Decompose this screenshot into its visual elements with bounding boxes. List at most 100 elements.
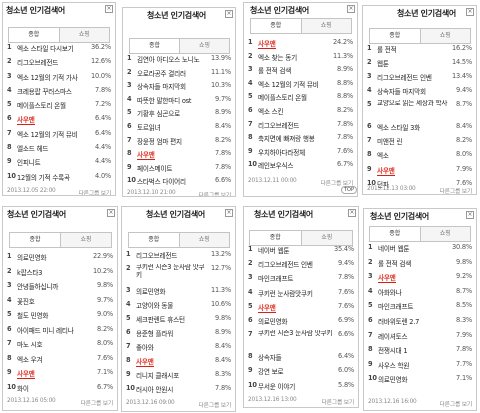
list-item[interactable]: 8 엑소 8.0% — [367, 150, 472, 164]
list-item[interactable]: 9 사우스 학원 7.7% — [368, 360, 472, 375]
keyword-link[interactable]: 엑소 스타일 3화 — [377, 124, 420, 133]
keyword-link[interactable]: 토르읽녀 — [137, 123, 161, 132]
list-item[interactable]: 10 레인보우식스 6.7% — [248, 160, 353, 174]
other-group-link[interactable]: 다른그룹 보기 — [439, 189, 473, 195]
list-item[interactable]: 2 리그오브레전드 인벤 9.4% — [248, 259, 354, 273]
keyword-link[interactable]: 미앤전 린 — [377, 138, 403, 147]
close-icon[interactable]: × — [348, 209, 356, 217]
list-item[interactable]: 5 사우맨 7.6% — [248, 302, 354, 316]
close-icon[interactable]: × — [347, 5, 355, 13]
keyword-link[interactable]: 롤 전적 검색 — [258, 67, 292, 76]
keyword-link[interactable]: 강연 보로 — [258, 368, 284, 377]
list-item[interactable]: 5 기황후 심곤으로 8.9% — [127, 108, 231, 122]
list-item[interactable]: 1 리그오브레전드 13.2% — [126, 250, 231, 264]
list-item[interactable]: 10 화이 6.7% — [7, 383, 113, 398]
other-group-link[interactable]: 다른그룹 보기 — [80, 401, 114, 407]
list-item[interactable]: 9 리니지 클래시포 8.3% — [126, 370, 231, 384]
list-item[interactable]: 2 웹툰 14.5% — [367, 58, 472, 72]
other-group-link[interactable]: 다른그룹 보기 — [78, 191, 112, 196]
list-item[interactable]: 4 쿠키런 눈사람맛쿠키 7.6% — [248, 288, 354, 302]
keyword-link[interactable]: 엑소 찾는 동기 — [258, 53, 297, 62]
list-item[interactable]: 1 김연아 아디오스 노니노 13.9% — [127, 54, 231, 68]
highlighted-keyword-link[interactable]: 사우맨 — [377, 166, 395, 176]
keyword-link[interactable]: 좋아와 — [136, 343, 154, 352]
keyword-link[interactable]: 사우스 학원 — [378, 361, 410, 370]
keyword-link[interactable]: 던파 — [377, 180, 389, 189]
keyword-link[interactable]: 메이플스토리 온월 — [258, 94, 307, 103]
keyword-link[interactable]: 쿠키런 시즌3 눈사람 맛쿠키 — [136, 264, 205, 279]
list-item[interactable]: 1 롤 전적 16.2% — [367, 44, 472, 58]
list-item[interactable]: 3 엑소 12월의 기적 가사 10.0% — [7, 72, 111, 86]
keyword-link[interactable]: 웹툰 — [377, 60, 389, 69]
list-item[interactable]: 4 상속자들 마지막회 9.4% — [367, 86, 472, 100]
keyword-link[interactable]: 의료민영화 — [17, 254, 47, 262]
list-item[interactable]: 8 사우맨 8.4% — [126, 356, 231, 370]
keyword-link[interactable]: 마노 시호 — [17, 341, 43, 349]
keyword-link[interactable]: 스타벅스 다이어리 — [137, 178, 186, 187]
keyword-link[interactable]: 용준형 플라워 — [136, 329, 174, 338]
keyword-link[interactable]: 기황후 심곤으로 — [137, 110, 180, 119]
list-item[interactable]: 10 스타벅스 다이어리 6.6% — [127, 176, 231, 190]
list-item[interactable]: 5 메이플스토리 온월 8.8% — [248, 92, 353, 106]
list-item[interactable]: 10 무서운 이야기 5.8% — [248, 381, 354, 395]
list-item[interactable]: 5 마인크래프트 8.5% — [368, 301, 472, 316]
list-item[interactable]: 1 사우맨 24.2% — [248, 38, 353, 52]
list-item[interactable]: 2 오로라공주 결리러 11.1% — [127, 68, 231, 82]
list-item[interactable]: 9 우치하아다라정체 7.6% — [248, 147, 353, 161]
tab-overall[interactable]: 종합 — [10, 233, 61, 247]
list-item[interactable]: 3 마인크래프트 7.8% — [248, 273, 354, 287]
list-item[interactable]: 10 의료민영화 7.1% — [368, 374, 472, 389]
list-item[interactable]: 3 안녕들하십니까 9.8% — [7, 281, 113, 296]
list-item[interactable]: 7 리그오브레전드 7.8% — [248, 120, 353, 134]
keyword-link[interactable]: 페이스메이트 — [137, 164, 173, 173]
keyword-link[interactable]: 무서운 이야기 — [258, 382, 296, 391]
list-item[interactable]: 7 레이셔토스 7.9% — [368, 331, 472, 346]
tab-shopping[interactable]: 쇼핑 — [420, 227, 470, 241]
highlighted-keyword-link[interactable]: 사우맨 — [258, 40, 276, 49]
list-item[interactable]: 9 강연 보로 6.0% — [248, 366, 354, 380]
list-item[interactable]: 3 의료민영화 11.3% — [126, 286, 231, 300]
keyword-link[interactable]: 엘소드 헤드 — [17, 145, 49, 154]
highlighted-keyword-link[interactable]: 사우맨 — [378, 274, 396, 284]
other-group-link[interactable]: 다른그룹 보기 — [198, 193, 232, 197]
list-item[interactable]: 7 쿠키런 시즌3 눈사람 맛쿠키 6.6% — [248, 330, 354, 352]
list-item[interactable]: 3 롤 전적 검색 8.9% — [248, 65, 353, 79]
list-item[interactable]: 4 고양이와 동물 10.6% — [126, 300, 231, 314]
keyword-link[interactable]: 메이플스토리 온월 — [17, 102, 66, 111]
list-item[interactable]: 10 러시아 안원시 7.8% — [126, 384, 231, 398]
keyword-link[interactable]: 12월의 기적 수록곡 — [17, 173, 70, 182]
list-item[interactable]: 5 메이플스토리 온월 7.2% — [7, 100, 111, 114]
list-item[interactable]: 9 인피니트 4.4% — [7, 157, 111, 171]
keyword-link[interactable]: k팝스타3 — [17, 268, 43, 277]
keyword-link[interactable]: 의료민영화 — [258, 317, 288, 326]
tab-shopping[interactable]: 쇼핑 — [301, 19, 351, 33]
list-item[interactable]: 8 축지면에 빠져랑 행봉 7.8% — [248, 133, 353, 147]
keyword-link[interactable]: 의료민영화 — [378, 376, 408, 385]
keyword-link[interactable]: 러바위토렌 2.7 — [378, 317, 420, 326]
list-item[interactable]: 7 엑소 12월의 기적 뮤비 6.4% — [7, 129, 111, 143]
keyword-link[interactable]: 엑소 우겨 — [17, 355, 43, 364]
tab-shopping[interactable]: 쇼핑 — [61, 233, 111, 247]
keyword-link[interactable]: 네이버 웹툰 — [258, 247, 290, 255]
list-item[interactable]: 6 사우맨 6.4% — [7, 114, 111, 128]
keyword-link[interactable]: 상속자들 마지막회 — [137, 83, 186, 92]
list-item[interactable]: 2 엑소 찾는 동기 11.3% — [248, 52, 353, 66]
other-group-link[interactable]: 다른그룹 보기 — [321, 400, 355, 406]
highlighted-keyword-link[interactable]: 사우맨 — [137, 151, 155, 161]
keyword-link[interactable]: 우치하아다라정체 — [258, 148, 305, 157]
keyword-link[interactable]: 교양으로 읽는 세상과 학사 — [377, 100, 448, 108]
keyword-link[interactable]: 오로라공주 결리러 — [137, 69, 186, 78]
list-item[interactable]: 8 상속자들 6.4% — [248, 352, 354, 366]
list-item[interactable]: 5 세크판렌트 휴스턴 9.8% — [126, 314, 231, 328]
tab-overall[interactable]: 종합 — [9, 28, 60, 42]
other-group-link[interactable]: 다른그룹 보기 — [320, 181, 354, 187]
list-item[interactable]: 2 k팝스타3 10.2% — [7, 267, 113, 282]
list-item[interactable]: 4 엑소 12월의 기적 뮤비 8.8% — [248, 79, 353, 93]
keyword-link[interactable]: 엑소 — [377, 152, 389, 161]
close-icon[interactable]: × — [105, 5, 113, 13]
keyword-link[interactable]: 꽃진호 — [17, 297, 35, 306]
list-item[interactable]: 5 교양으로 읽는 세상과 학사 8.7% — [367, 100, 472, 122]
list-item[interactable]: 6 의료민영화 6.9% — [248, 316, 354, 330]
keyword-link[interactable]: 리그오브레전드 — [17, 59, 59, 68]
keyword-link[interactable]: 인피니트 — [17, 159, 41, 168]
